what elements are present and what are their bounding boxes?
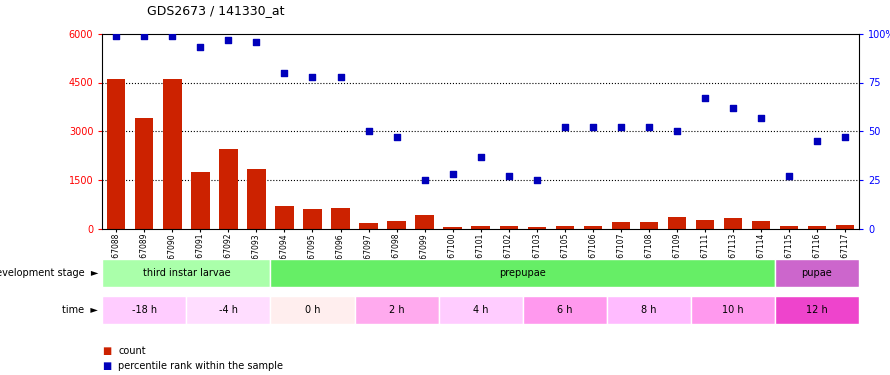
Bar xyxy=(303,209,321,229)
Text: 10 h: 10 h xyxy=(722,305,743,315)
Bar xyxy=(555,226,574,229)
Bar xyxy=(668,217,686,229)
Bar xyxy=(191,172,209,229)
Point xyxy=(222,37,236,43)
Text: 8 h: 8 h xyxy=(641,305,657,315)
Point xyxy=(586,124,600,130)
Bar xyxy=(640,222,658,229)
Point xyxy=(193,44,207,50)
Point xyxy=(166,33,180,39)
Text: 4 h: 4 h xyxy=(473,305,489,315)
Point xyxy=(837,134,852,140)
Bar xyxy=(522,296,607,324)
Bar xyxy=(354,296,439,324)
Point xyxy=(390,134,404,140)
Bar xyxy=(360,223,377,229)
Text: ■: ■ xyxy=(102,346,111,355)
Bar xyxy=(102,259,271,287)
Text: count: count xyxy=(118,346,146,355)
Bar xyxy=(331,208,350,229)
Point xyxy=(698,95,712,101)
Point xyxy=(669,128,684,134)
Point xyxy=(613,124,627,130)
Text: development stage  ►: development stage ► xyxy=(0,268,98,278)
Text: percentile rank within the sample: percentile rank within the sample xyxy=(118,361,283,370)
Point xyxy=(334,74,348,80)
Point xyxy=(361,128,376,134)
Bar xyxy=(247,169,265,229)
Point xyxy=(501,173,515,179)
Point xyxy=(278,70,292,76)
Bar xyxy=(836,225,854,229)
Bar xyxy=(808,226,826,229)
Bar xyxy=(528,227,546,229)
Point xyxy=(473,154,488,160)
Text: time  ►: time ► xyxy=(62,305,98,315)
Bar xyxy=(696,220,714,229)
Bar xyxy=(135,118,153,229)
Bar xyxy=(472,226,490,229)
Point xyxy=(754,115,768,121)
Bar xyxy=(499,226,518,229)
Bar xyxy=(108,79,125,229)
Bar xyxy=(271,296,354,324)
Point xyxy=(137,33,151,39)
Point xyxy=(530,177,544,183)
Bar xyxy=(163,79,182,229)
Bar xyxy=(691,296,775,324)
Point xyxy=(249,39,263,45)
Bar xyxy=(752,221,770,229)
Bar xyxy=(219,149,238,229)
Text: 2 h: 2 h xyxy=(389,305,404,315)
Text: ■: ■ xyxy=(102,361,111,370)
Bar xyxy=(607,296,691,324)
Point xyxy=(417,177,432,183)
Point xyxy=(725,105,740,111)
Text: 12 h: 12 h xyxy=(806,305,828,315)
Text: -4 h: -4 h xyxy=(219,305,238,315)
Point xyxy=(305,74,320,80)
Point xyxy=(109,33,124,39)
Text: GDS2673 / 141330_at: GDS2673 / 141330_at xyxy=(147,4,284,17)
Bar xyxy=(775,259,859,287)
Bar xyxy=(724,218,742,229)
Point xyxy=(781,173,796,179)
Text: -18 h: -18 h xyxy=(132,305,157,315)
Text: pupae: pupae xyxy=(802,268,832,278)
Bar xyxy=(102,296,186,324)
Bar xyxy=(611,222,630,229)
Bar xyxy=(416,215,433,229)
Point xyxy=(557,124,571,130)
Text: 6 h: 6 h xyxy=(557,305,572,315)
Bar xyxy=(775,296,859,324)
Point xyxy=(642,124,656,130)
Bar xyxy=(439,296,522,324)
Text: prepupae: prepupae xyxy=(499,268,546,278)
Bar xyxy=(387,221,406,229)
Bar xyxy=(186,296,271,324)
Bar xyxy=(584,226,602,229)
Bar xyxy=(271,259,775,287)
Point xyxy=(446,171,460,177)
Bar xyxy=(275,206,294,229)
Bar xyxy=(443,227,462,229)
Point xyxy=(810,138,824,144)
Text: third instar larvae: third instar larvae xyxy=(142,268,231,278)
Bar xyxy=(780,226,798,229)
Text: 0 h: 0 h xyxy=(304,305,320,315)
